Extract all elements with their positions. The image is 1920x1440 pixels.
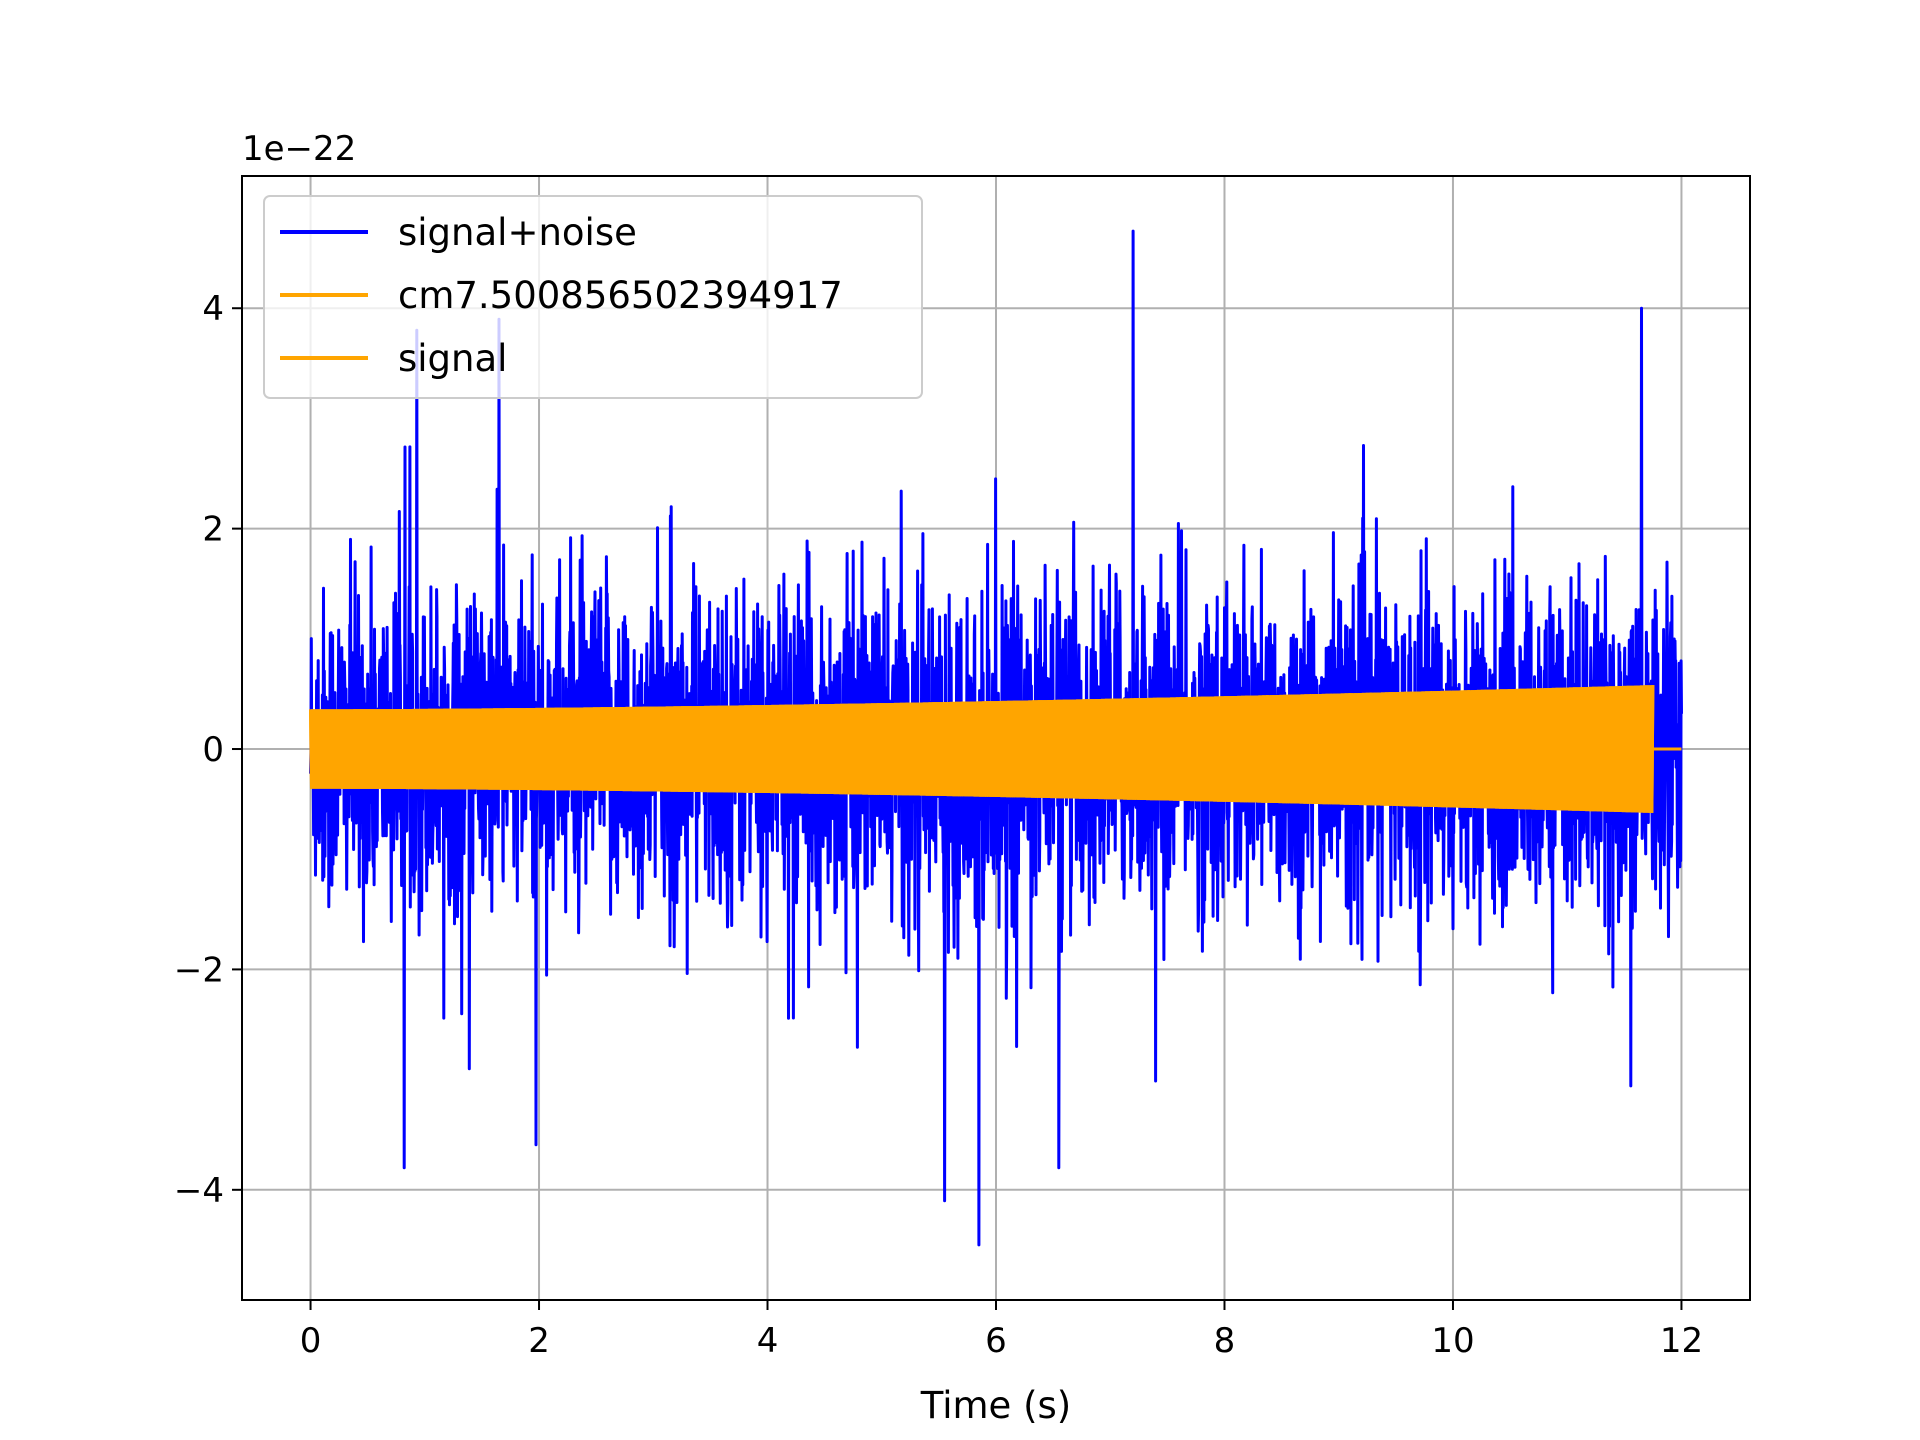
y-tick-label: −2 — [174, 950, 224, 990]
x-tick-label: 8 — [1214, 1321, 1236, 1361]
y-tick-label: 2 — [202, 510, 224, 550]
y-tick-label: 0 — [202, 730, 224, 770]
x-axis-ticks: 0 2 4 6 8 10 12 — [300, 1300, 1703, 1361]
legend-label-signal: signal — [398, 337, 507, 380]
x-tick-label: 0 — [300, 1321, 322, 1361]
y-tick-label: 4 — [202, 289, 224, 329]
x-tick-label: 12 — [1660, 1321, 1703, 1361]
x-tick-label: 6 — [985, 1321, 1007, 1361]
legend-label-cm: cm7.500856502394917 — [398, 274, 843, 317]
x-tick-label: 4 — [757, 1321, 779, 1361]
y-axis-ticks: 4 2 0 −2 −4 — [174, 289, 242, 1211]
y-tick-label: −4 — [174, 1171, 224, 1211]
series-signal — [309, 685, 1682, 813]
legend-box — [263, 195, 923, 399]
x-axis-label: Time (s) — [920, 1384, 1071, 1427]
legend: signal+noise cm7.500856502394917 signal — [263, 195, 923, 399]
x-tick-label: 10 — [1431, 1321, 1474, 1361]
signal-line — [309, 685, 1655, 813]
y-offset-text: 1e−22 — [242, 129, 356, 169]
x-tick-label: 2 — [528, 1321, 550, 1361]
legend-label-signal-noise: signal+noise — [398, 211, 637, 254]
plot-area — [309, 229, 1683, 1247]
